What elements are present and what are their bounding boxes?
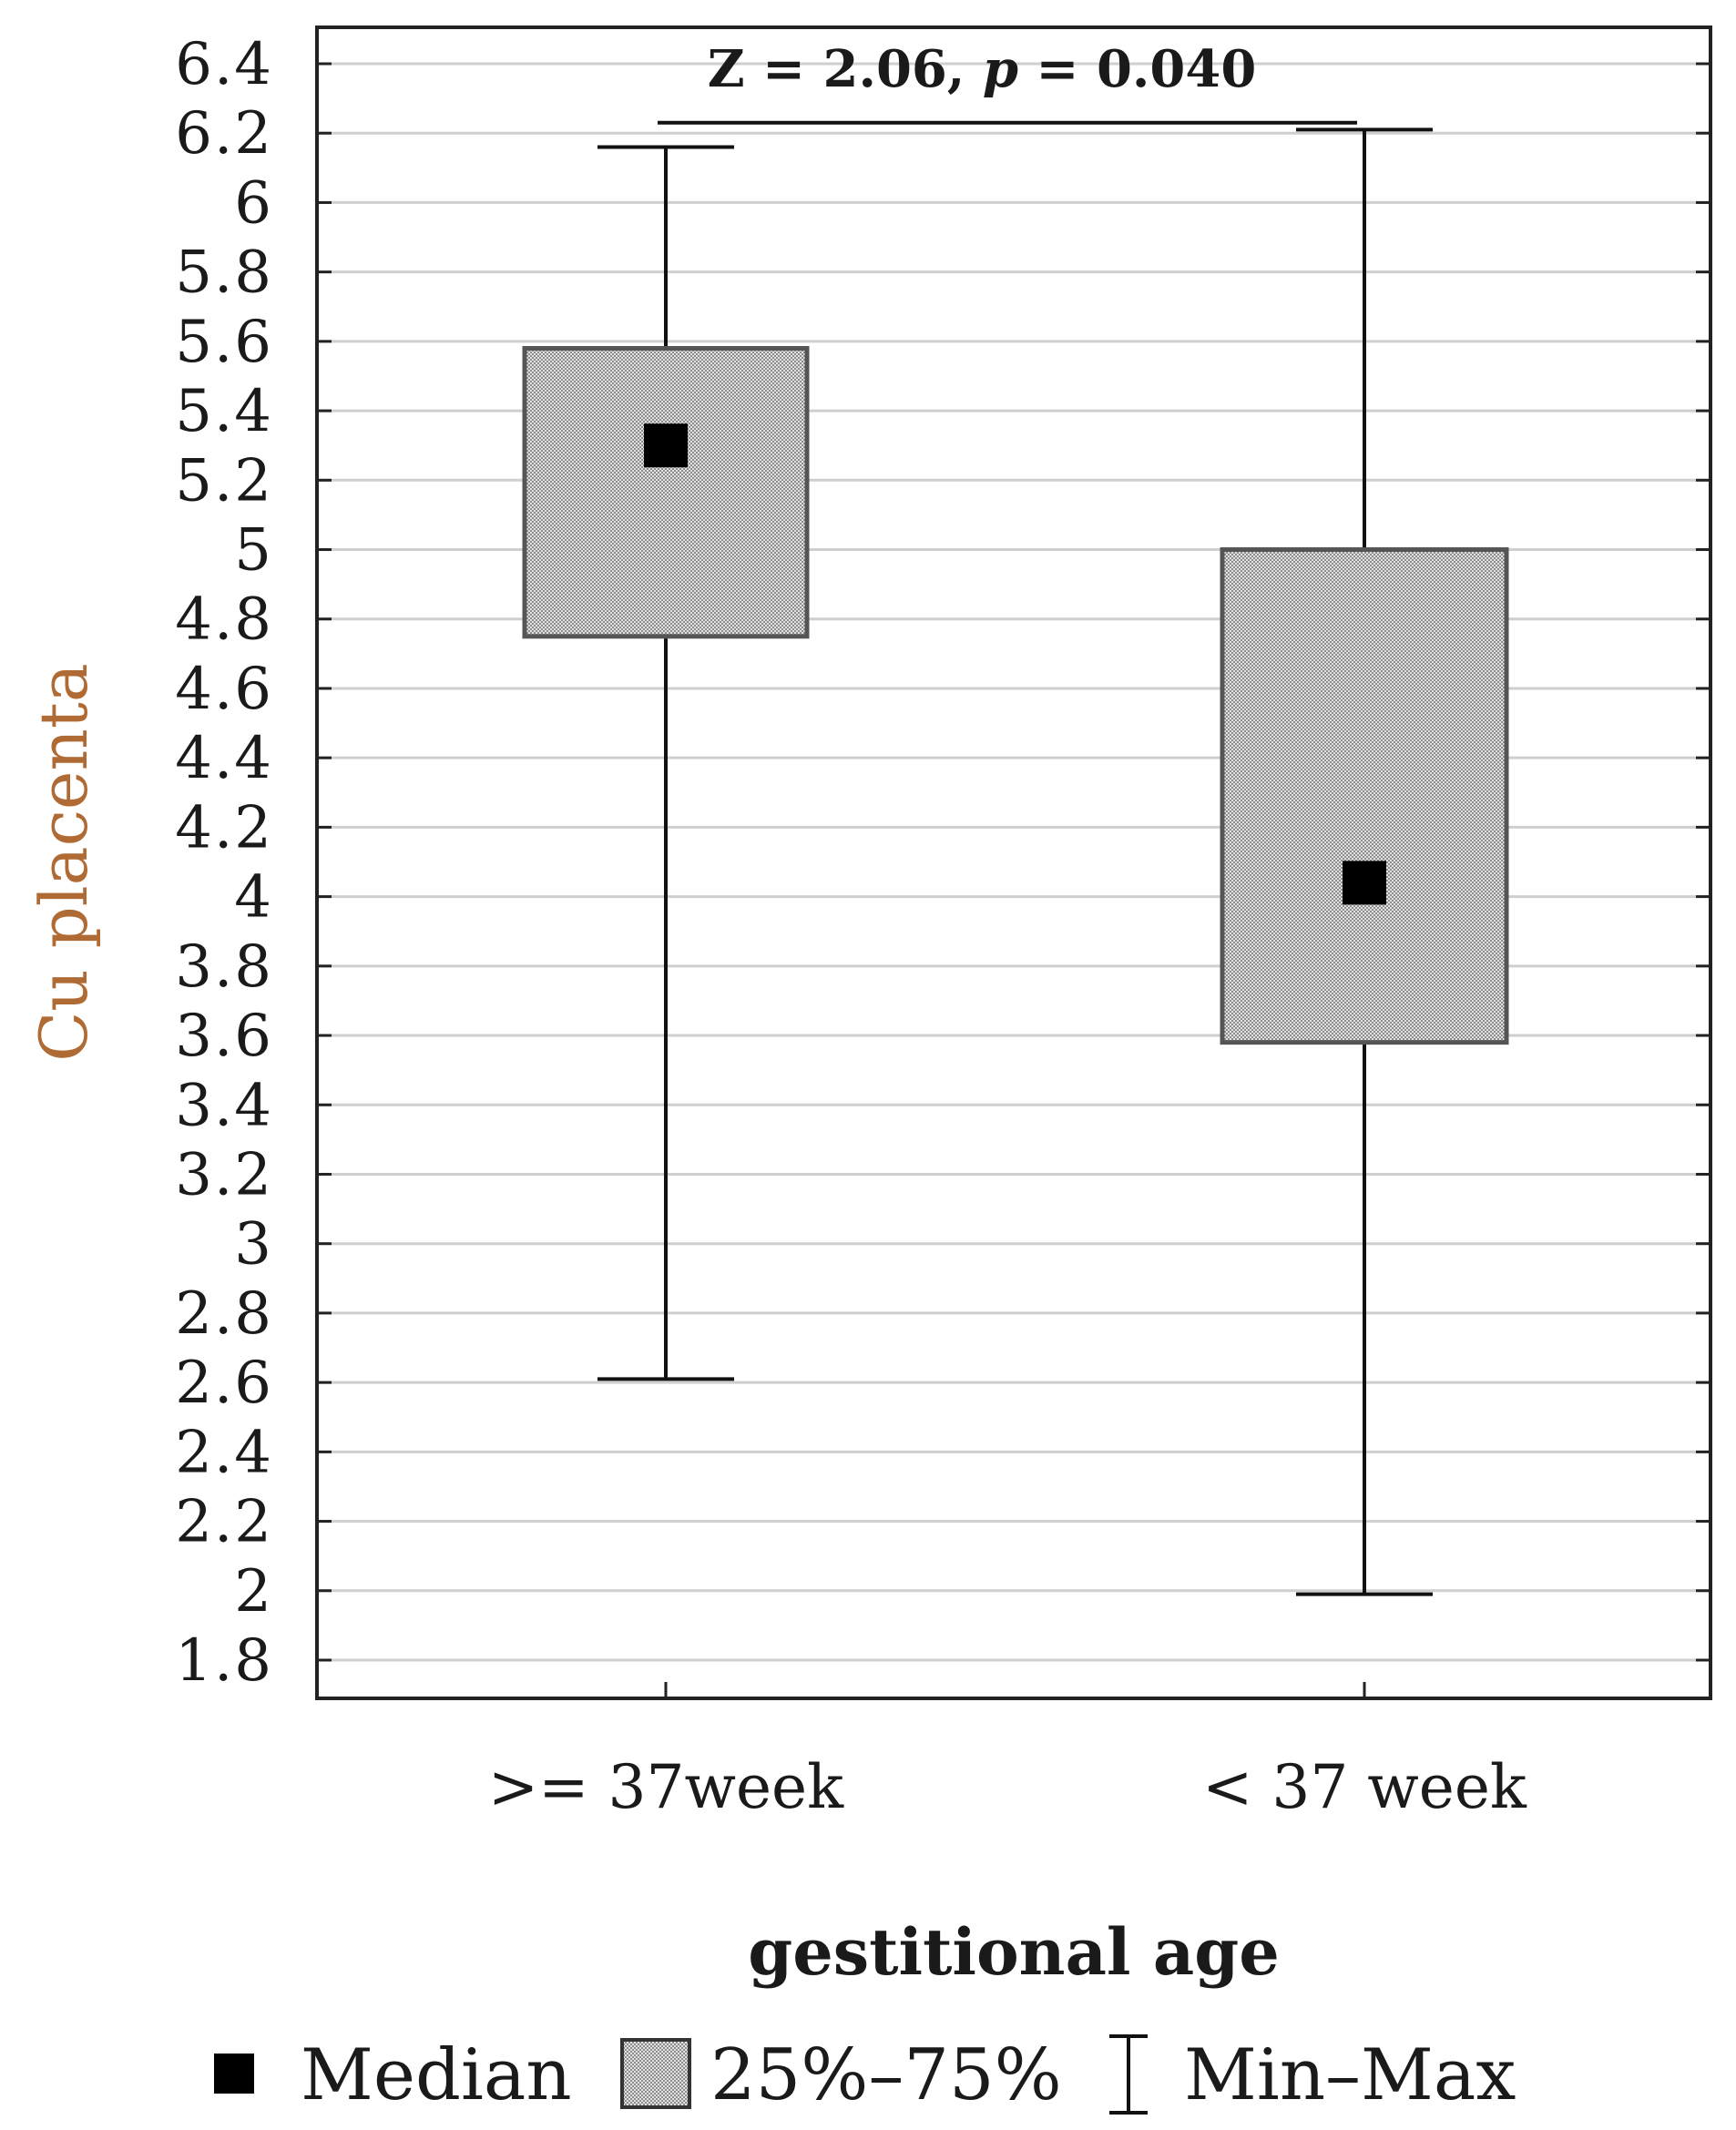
x-category-label: < 37 week: [1202, 1752, 1527, 1822]
legend-median-marker: [214, 2054, 254, 2094]
legend-whisker-label: Min–Max: [1184, 2034, 1516, 2116]
y-tick-label: 4.2: [175, 794, 273, 861]
annotation-prefix: Z = 2.06,: [708, 39, 983, 99]
y-axis-label: Cu placenta: [26, 663, 102, 1062]
y-tick-label: 3: [234, 1211, 273, 1279]
y-tick-label: 5.4: [175, 378, 273, 445]
y-tick-label: 2.6: [175, 1350, 273, 1417]
iqr-box: [522, 345, 810, 639]
x-category-label: >= 37week: [488, 1752, 844, 1822]
median-marker: [644, 423, 688, 468]
y-tick-label: 3.8: [175, 933, 273, 1001]
iqr-box: [1220, 547, 1509, 1045]
y-tick-label: 6.4: [175, 31, 273, 98]
y-tick-label: 6: [234, 169, 273, 237]
y-tick-label: 4.4: [175, 725, 273, 792]
y-tick-label: 2.8: [175, 1280, 273, 1348]
y-tick-label: 5.6: [175, 309, 273, 376]
legend-median-label: Median: [301, 2034, 572, 2116]
y-tick-label: 2: [234, 1558, 273, 1626]
legend: Median 25%–75% Min–Max: [214, 2034, 1516, 2116]
legend-box-swatch: [620, 2038, 691, 2109]
y-tick-label: 5.2: [175, 447, 273, 515]
y-tick-label: 4: [234, 864, 273, 932]
y-tick-label: 5: [234, 517, 273, 585]
y-tick-label: 3.2: [175, 1141, 273, 1208]
y-tick-label: 6.2: [175, 100, 273, 168]
annotation-suffix: = 0.040: [1018, 39, 1256, 99]
x-axis-label: gestitional age: [748, 1914, 1279, 1990]
significance-annotation: Z = 2.06, p = 0.040: [658, 39, 1357, 125]
y-tick-label: 1.8: [175, 1627, 273, 1695]
y-tick-label: 2.2: [175, 1489, 273, 1556]
legend-whisker-symbol: [1109, 2034, 1148, 2115]
annotation-p-symbol: p: [983, 39, 1018, 99]
y-tick-label: 2.4: [175, 1419, 273, 1486]
legend-box-label: 25%–75%: [710, 2034, 1062, 2116]
y-tick-label: 5.8: [175, 239, 273, 307]
plot-area-frame: [315, 25, 1712, 1700]
y-axis-ticks: 1.822.22.42.62.833.23.43.63.844.24.44.64…: [175, 31, 1710, 1695]
significance-label: Z = 2.06, p = 0.040: [708, 39, 1257, 99]
y-tick-label: 3.6: [175, 1003, 273, 1070]
median-marker: [1343, 861, 1386, 905]
box-series: [522, 127, 1509, 1596]
y-tick-label: 3.4: [175, 1072, 273, 1139]
x-axis-categories: >= 37week < 37 week: [488, 1682, 1527, 1822]
y-tick-label: 4.8: [175, 586, 273, 654]
y-tick-label: 4.6: [175, 656, 273, 723]
